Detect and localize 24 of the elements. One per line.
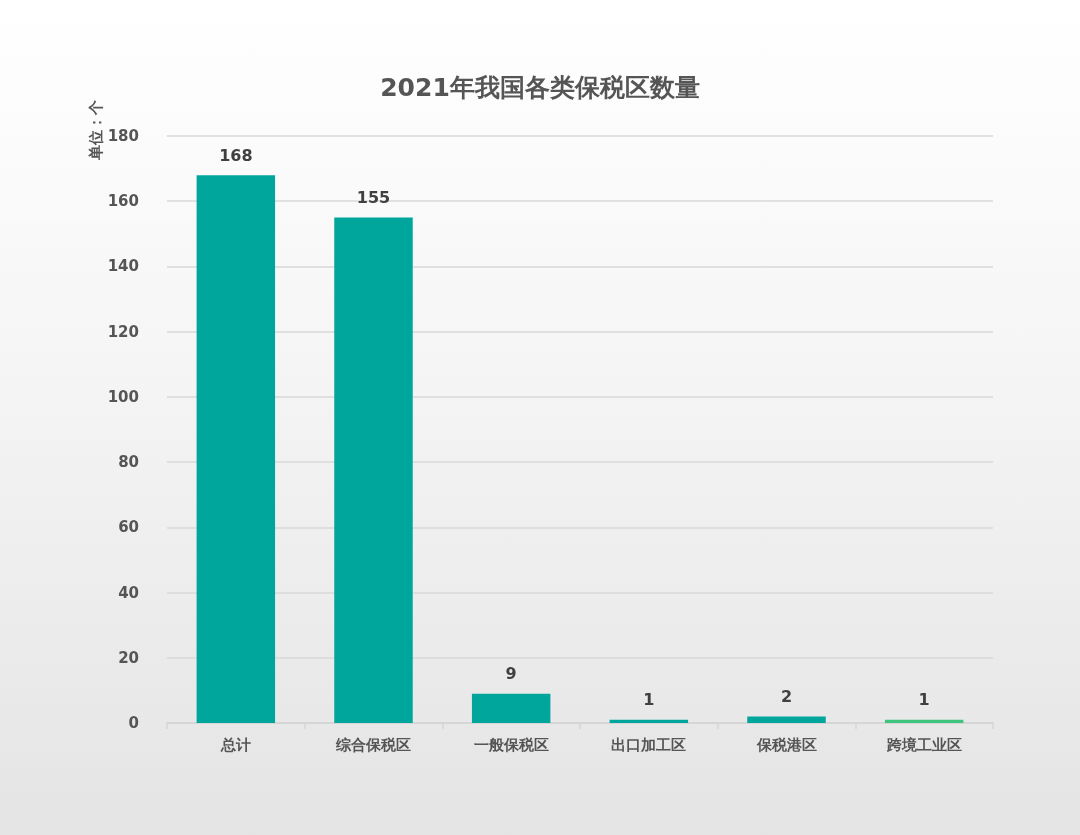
y-tick-label: 60 [118, 518, 139, 537]
y-tick-label: 0 [128, 714, 139, 732]
y-tick-label: 20 [118, 648, 139, 667]
data-label: 1 [918, 690, 930, 710]
x-tick-label: 出口加工区 [611, 735, 687, 754]
data-label: 9 [505, 664, 517, 684]
data-label: 2 [780, 686, 793, 706]
y-tick-label: 120 [107, 322, 139, 341]
data-label: 1 [643, 690, 655, 710]
data-label: 155 [356, 188, 391, 208]
y-axis-title: 单位：个 [87, 99, 105, 161]
y-tick-label: 40 [118, 583, 139, 602]
y-tick-label: 140 [107, 257, 139, 276]
x-tick-label: 综合保税区 [335, 735, 411, 754]
x-tick-label: 总计 [219, 735, 251, 754]
x-tick-label: 跨境工业区 [885, 735, 962, 754]
chart-title: 2021年我国各类保税区数量 [380, 73, 700, 102]
data-label: 168 [219, 145, 253, 165]
y-tick-label: 100 [107, 387, 139, 406]
x-tick-label: 一般保税区 [473, 735, 549, 754]
x-tick-label: 保税港区 [755, 735, 817, 754]
y-tick-label: 80 [118, 453, 139, 472]
y-tick-label: 160 [107, 192, 139, 211]
y-tick-label: 180 [107, 127, 139, 145]
